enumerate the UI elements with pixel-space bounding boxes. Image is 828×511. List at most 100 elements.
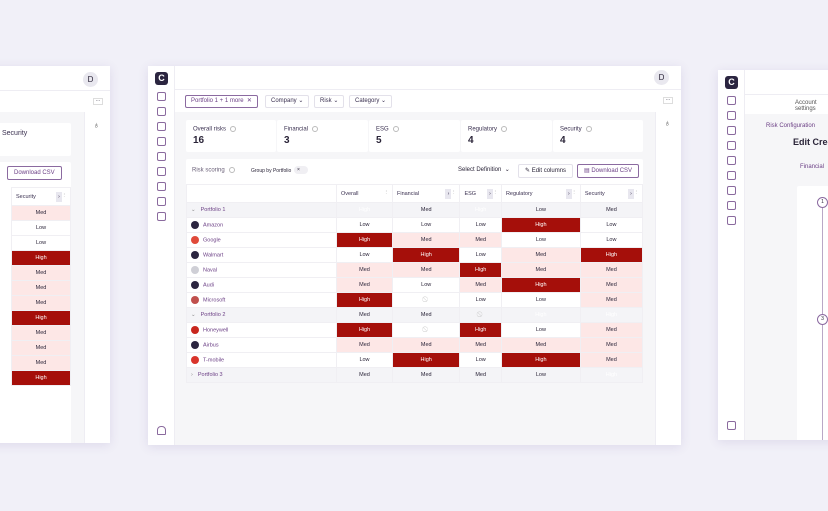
risk-cell[interactable]: High bbox=[336, 202, 393, 218]
risk-cell[interactable]: High bbox=[391, 247, 461, 263]
risk-cell[interactable]: Low bbox=[500, 232, 581, 248]
column-menu-icon[interactable]: ⋮ bbox=[450, 190, 457, 196]
table-row[interactable]: Naval Med Med High Med Med bbox=[186, 262, 644, 278]
group-row[interactable]: ⌄ Portfolio 1 High Med High Low Med bbox=[186, 202, 644, 218]
column-menu-icon[interactable]: ⋮ bbox=[571, 190, 577, 196]
risk-cell[interactable]: Low bbox=[459, 247, 502, 263]
risk-cell[interactable]: Med bbox=[11, 265, 71, 281]
risk-cell[interactable]: Med bbox=[336, 337, 393, 353]
risk-cell[interactable]: High bbox=[391, 352, 461, 368]
sync-icon[interactable] bbox=[157, 197, 166, 206]
download-csv-button[interactable]: Download CSV bbox=[7, 166, 62, 180]
edit-columns-button[interactable]: ✎ Edit columns bbox=[518, 164, 574, 178]
risk-cell[interactable]: High bbox=[500, 307, 581, 323]
risk-cell[interactable]: High bbox=[336, 292, 393, 308]
risk-cell[interactable]: Low bbox=[391, 217, 461, 233]
risk-cell[interactable]: High bbox=[459, 262, 502, 278]
download-csv-button[interactable]: ▤ Download CSV bbox=[577, 164, 640, 178]
group-by-toggle[interactable]: × bbox=[294, 166, 308, 174]
bell-icon[interactable] bbox=[157, 182, 166, 191]
risk-cell[interactable]: Low bbox=[459, 217, 502, 233]
risk-cell[interactable]: Med bbox=[336, 277, 393, 293]
risk-cell[interactable]: Low bbox=[336, 217, 393, 233]
row-name[interactable]: Portfolio 2 bbox=[200, 312, 226, 318]
network-icon[interactable] bbox=[157, 167, 166, 176]
column-menu-icon[interactable]: ⋮ bbox=[383, 190, 389, 196]
column-menu-icon[interactable]: ⋮ bbox=[492, 190, 498, 196]
risk-cell[interactable]: Med bbox=[336, 262, 393, 278]
chevron-down-icon[interactable]: ⌄ bbox=[191, 312, 196, 318]
more-button[interactable]: ··· bbox=[93, 98, 103, 105]
risk-cell[interactable]: Low bbox=[500, 292, 581, 308]
dashboard-icon[interactable] bbox=[157, 107, 166, 116]
risk-cell[interactable]: Med bbox=[11, 205, 71, 221]
risk-cell[interactable]: Med bbox=[459, 232, 502, 248]
column-header[interactable]: Financial › ⋮ bbox=[391, 184, 461, 203]
risk-cell[interactable]: Med bbox=[459, 367, 502, 383]
risk-cell[interactable]: Med bbox=[579, 277, 644, 293]
risk-cell[interactable]: Med bbox=[579, 202, 644, 218]
row-name[interactable]: Microsoft bbox=[203, 297, 226, 304]
portfolio-filter-chip[interactable]: Portfolio 1 + 1 more ✕ bbox=[185, 95, 258, 108]
risk-cell[interactable]: High bbox=[336, 322, 393, 338]
breadcrumb[interactable]: Risk Configuration bbox=[766, 123, 816, 129]
sync-icon[interactable] bbox=[727, 201, 736, 210]
risk-cell[interactable]: High bbox=[500, 277, 581, 293]
avatar[interactable]: D bbox=[83, 72, 98, 87]
search-doc-icon[interactable] bbox=[727, 126, 736, 135]
risk-cell[interactable]: High bbox=[459, 322, 502, 338]
row-name[interactable]: Walmart bbox=[203, 252, 224, 259]
columns-icon[interactable] bbox=[727, 141, 736, 150]
risk-cell[interactable]: Low bbox=[391, 277, 461, 293]
select-definition-dropdown[interactable]: Select Definition ⌄ bbox=[452, 164, 516, 178]
settings-icon[interactable] bbox=[727, 216, 736, 225]
expand-icon[interactable]: › bbox=[486, 189, 493, 199]
columns-icon[interactable] bbox=[157, 137, 166, 146]
chevron-right-icon[interactable]: › bbox=[191, 372, 193, 378]
group-row[interactable]: › Portfolio 3 Med Med Med Low High bbox=[186, 367, 644, 383]
avatar[interactable]: D bbox=[654, 70, 669, 85]
row-name[interactable]: Amazon bbox=[203, 222, 224, 229]
home-icon[interactable] bbox=[727, 96, 736, 105]
table-row[interactable]: T-mobile Low High Low High Med bbox=[186, 352, 644, 368]
risk-cell[interactable]: Low bbox=[500, 367, 581, 383]
risk-cell[interactable]: Low bbox=[336, 352, 393, 368]
risk-cell[interactable]: Low bbox=[459, 292, 502, 308]
expand-icon[interactable]: › bbox=[628, 189, 634, 199]
row-name[interactable]: Naval bbox=[203, 267, 218, 274]
risk-cell[interactable]: High bbox=[459, 202, 502, 218]
risk-cell[interactable]: Low bbox=[11, 235, 71, 251]
risk-cell[interactable]: Med bbox=[391, 307, 461, 323]
risk-cell[interactable]: Med bbox=[459, 277, 502, 293]
risk-cell[interactable]: Med bbox=[579, 352, 644, 368]
settings-icon[interactable] bbox=[157, 212, 166, 221]
search-doc-icon[interactable] bbox=[157, 122, 166, 131]
column-header[interactable]: ESG › ⋮ bbox=[459, 184, 502, 203]
risk-cell[interactable]: Med bbox=[500, 247, 581, 263]
risk-cell[interactable]: High bbox=[500, 352, 581, 368]
row-name[interactable]: T-mobile bbox=[203, 357, 225, 364]
bell-icon[interactable] bbox=[727, 186, 736, 195]
table-row[interactable]: Walmart Low High Low Med High bbox=[186, 247, 644, 263]
close-icon[interactable]: ✕ bbox=[245, 98, 252, 104]
column-header[interactable]: Security › ⋮ bbox=[579, 184, 644, 203]
table-row[interactable]: Audi Med Low Med High Med bbox=[186, 277, 644, 293]
risk-cell[interactable]: High bbox=[500, 217, 581, 233]
row-name[interactable]: Honeywell bbox=[203, 327, 229, 334]
risk-cell[interactable]: Med bbox=[391, 367, 461, 383]
table-row[interactable]: Google High Med Med Low Low bbox=[186, 232, 644, 248]
risk-cell[interactable]: Low bbox=[336, 247, 393, 263]
column-header[interactable]: Regulatory › ⋮ bbox=[500, 184, 581, 203]
risk-cell[interactable]: Med bbox=[391, 262, 461, 278]
expand-icon[interactable]: › bbox=[445, 189, 452, 199]
risk-cell[interactable]: High bbox=[579, 307, 644, 323]
network-icon[interactable] bbox=[727, 171, 736, 180]
risk-cell[interactable]: Med bbox=[579, 322, 644, 338]
risk-cell[interactable]: Med bbox=[11, 295, 71, 311]
risk-filter[interactable]: Risk ⌄ bbox=[314, 95, 345, 108]
risk-cell[interactable]: High bbox=[11, 310, 71, 326]
risk-cell[interactable]: High bbox=[336, 232, 393, 248]
risk-cell[interactable]: Med bbox=[500, 337, 581, 353]
